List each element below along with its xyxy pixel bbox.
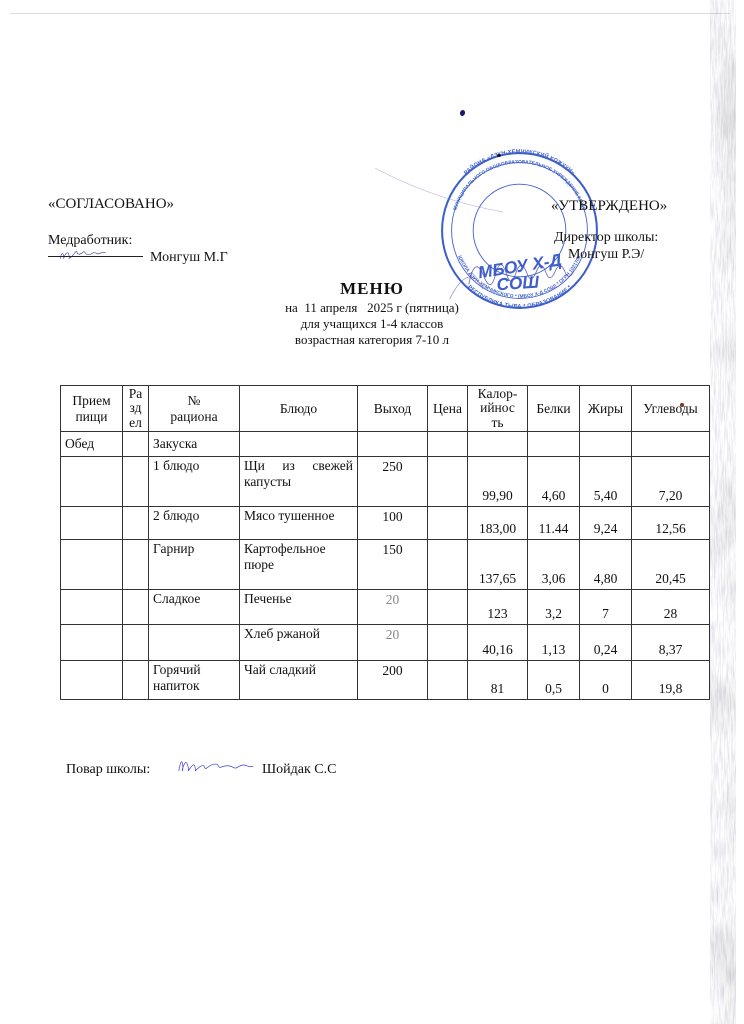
svg-text:СОШ: СОШ: [496, 271, 541, 294]
